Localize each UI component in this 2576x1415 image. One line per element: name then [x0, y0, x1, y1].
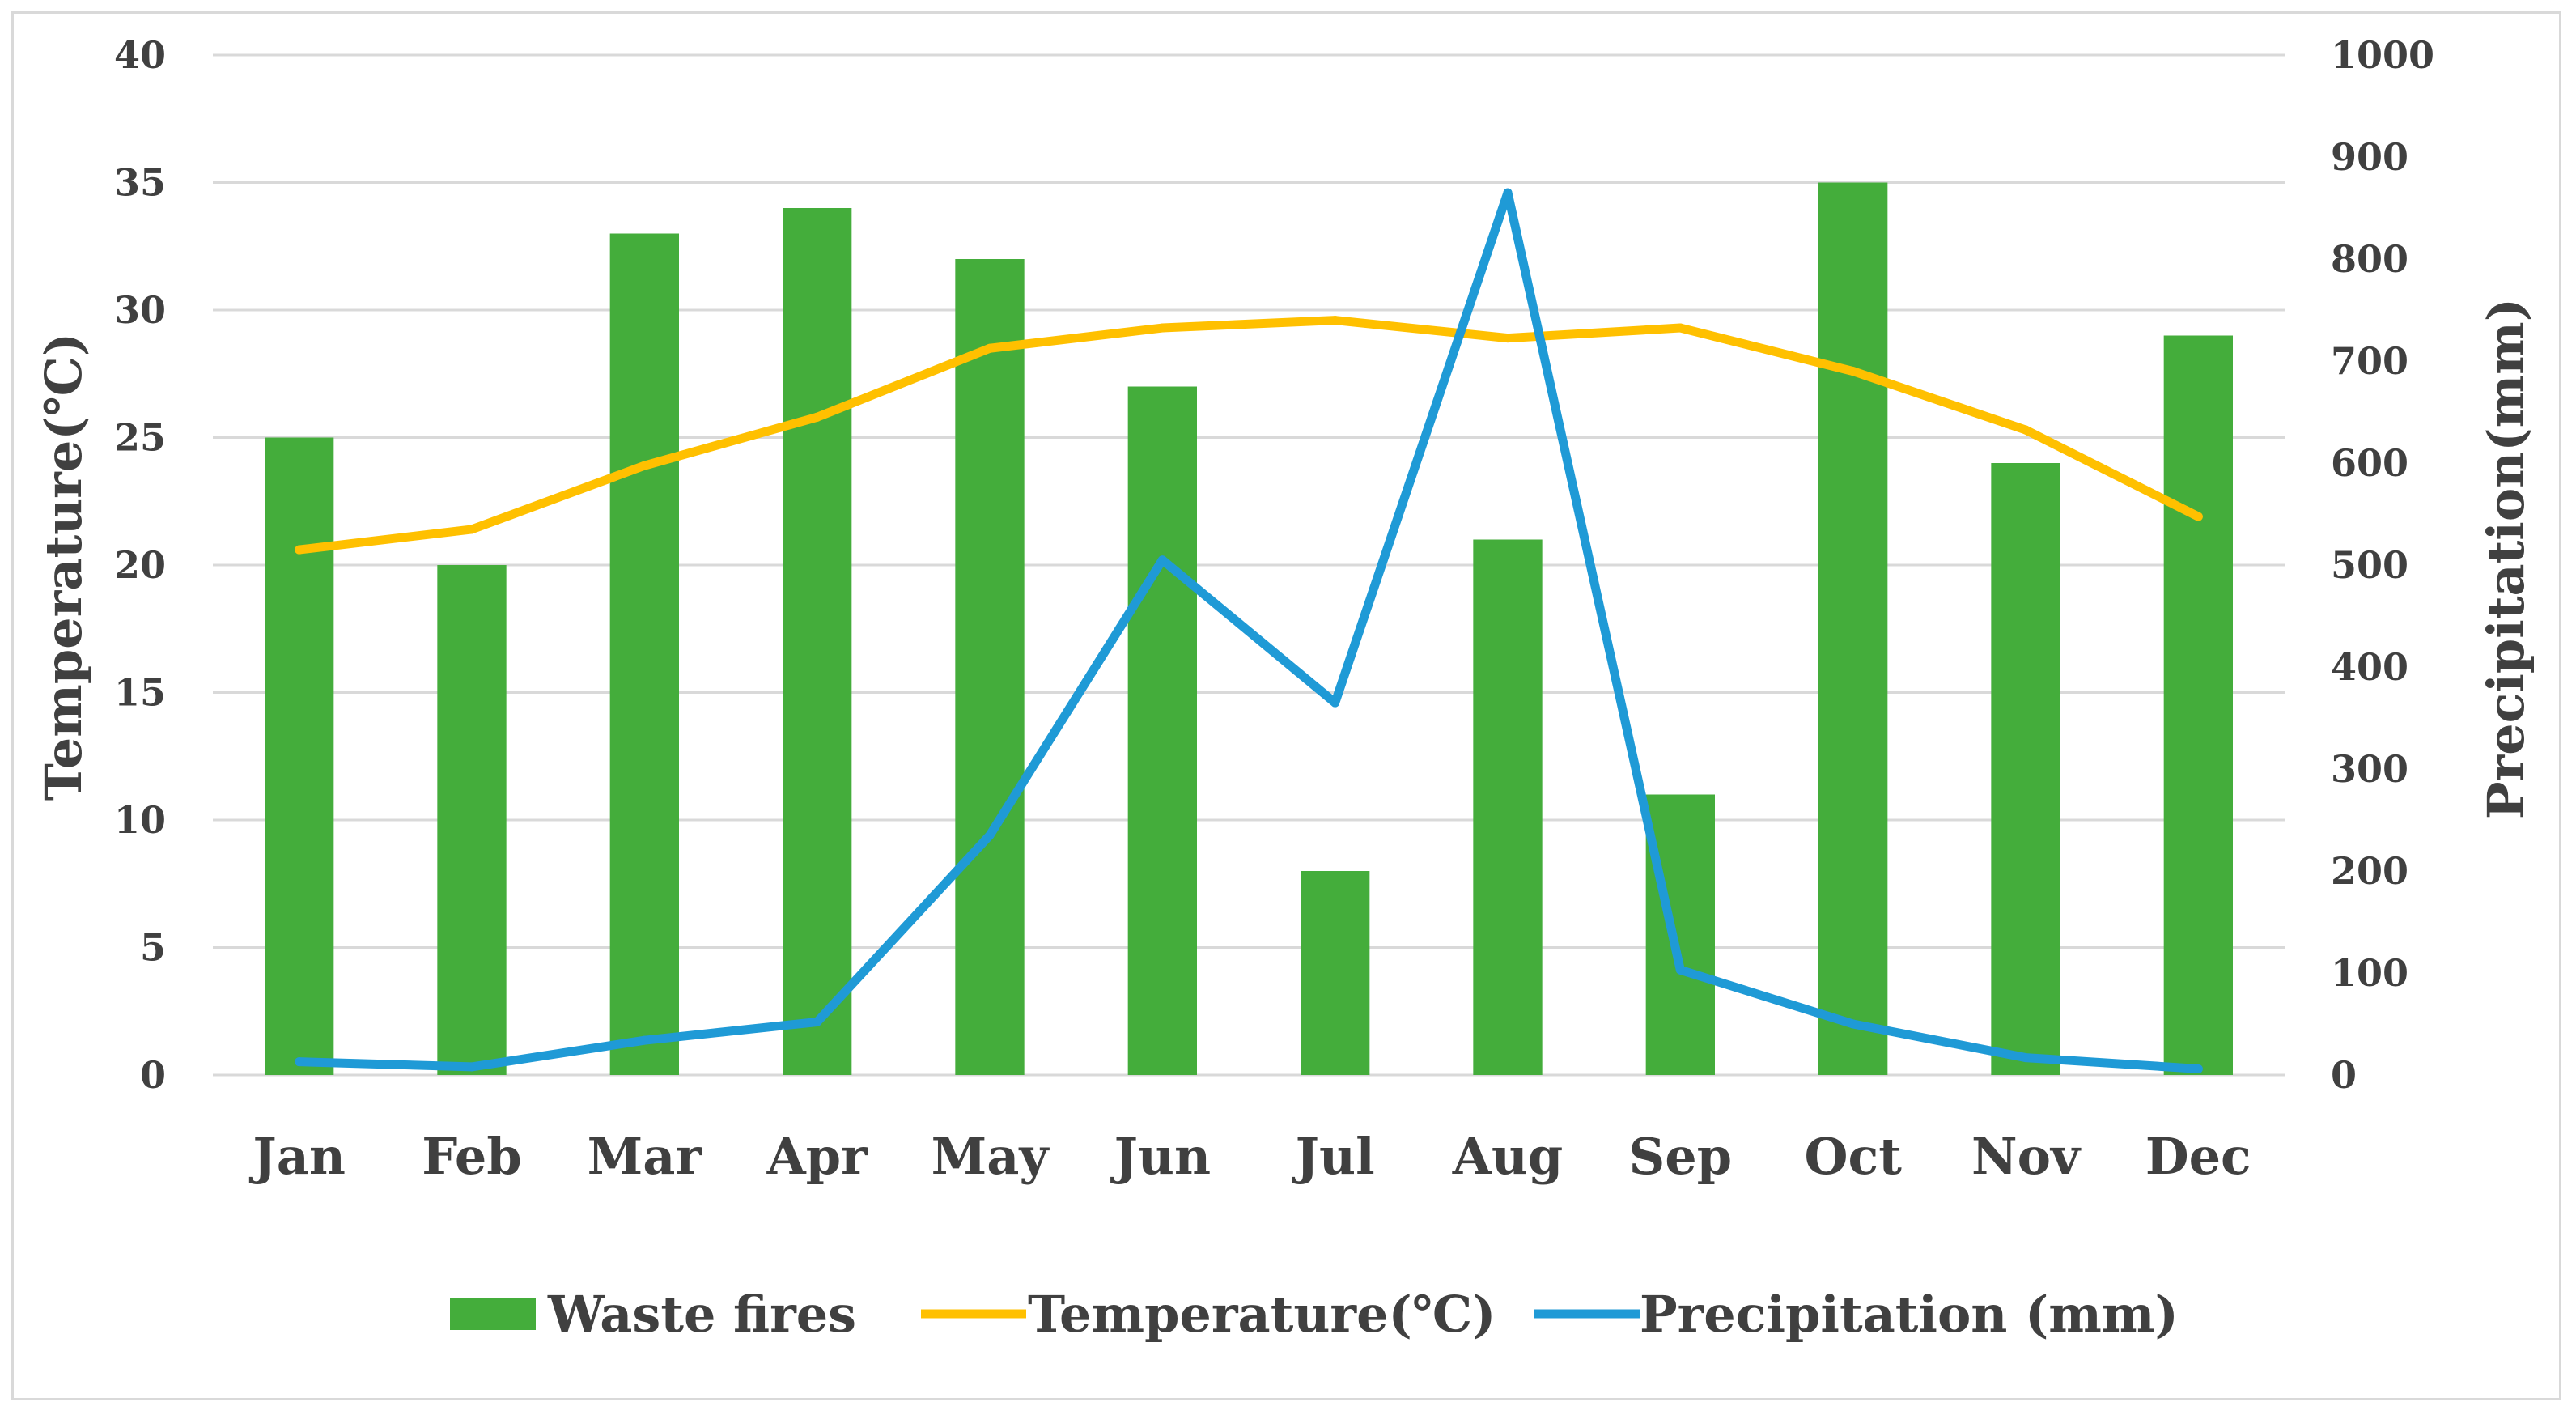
left-axis-tick-label: 40 [114, 33, 166, 77]
temperature-point-feb [467, 525, 477, 534]
bar-mar [609, 233, 679, 1075]
right-axis-ticks: 0 100 200 300 400 500 600 700 800 900 1000 [2331, 33, 2434, 1097]
precipitation-point-feb [467, 1062, 477, 1072]
precipitation-point-dec [2193, 1064, 2203, 1073]
chart-frame [11, 11, 2561, 1400]
legend-label-waste-fires: Waste fires [547, 1285, 856, 1344]
left-axis-ticks: 0 5 10 15 20 25 30 35 40 [114, 33, 166, 1097]
left-axis-tick-label: 15 [114, 671, 166, 715]
temperature-point-nov [2021, 425, 2031, 435]
category-label-dec: Dec [2145, 1127, 2251, 1186]
bar-dec [2163, 335, 2233, 1075]
precipitation-point-sep [1675, 965, 1685, 975]
temperature-point-dec [2193, 512, 2203, 521]
category-label-feb: Feb [422, 1127, 521, 1186]
bar-jun [1127, 386, 1197, 1075]
category-label-sep: Sep [1629, 1127, 1733, 1186]
category-label-aug: Aug [1452, 1127, 1564, 1186]
right-axis-tick-label: 400 [2331, 645, 2408, 689]
bar-aug [1473, 539, 1543, 1075]
precipitation-point-oct [1848, 1019, 1858, 1029]
left-axis-tick-label: 20 [114, 543, 166, 587]
left-axis-tick-label: 10 [114, 798, 166, 842]
category-axis-labels: Jan Feb Mar Apr May Jun Jul Aug Sep Oct Nov Dec [248, 1127, 2251, 1186]
bar-may [955, 259, 1025, 1075]
temperature-point-sep [1675, 323, 1685, 333]
precipitation-point-jun [1157, 555, 1167, 565]
right-axis-tick-label: 500 [2331, 543, 2408, 587]
right-axis-tick-label: 900 [2331, 135, 2408, 179]
category-label-jan: Jan [248, 1127, 346, 1186]
precipitation-point-mar [639, 1035, 649, 1045]
temperature-point-apr [813, 412, 822, 422]
temperature-point-may [985, 343, 995, 353]
temperature-point-oct [1848, 367, 1858, 376]
precipitation-point-aug [1503, 188, 1513, 198]
temperature-point-jun [1157, 323, 1167, 333]
right-axis-tick-label: 200 [2331, 849, 2408, 893]
right-axis-tick-label: 1000 [2331, 33, 2434, 77]
temperature-point-aug [1503, 334, 1513, 343]
temperature-point-jan [295, 545, 304, 555]
precipitation-line [295, 188, 2203, 1073]
category-label-apr: Apr [766, 1127, 868, 1186]
precipitation-point-may [985, 831, 995, 840]
category-label-mar: Mar [588, 1127, 703, 1186]
bar-series-waste-fires [265, 182, 2233, 1075]
bar-nov [1991, 463, 2060, 1075]
category-label-nov: Nov [1971, 1127, 2082, 1186]
left-axis-tick-label: 0 [140, 1053, 166, 1097]
left-axis-tick-label: 30 [114, 288, 166, 332]
bar-oct [1818, 182, 1888, 1075]
right-axis-tick-label: 600 [2331, 441, 2408, 485]
right-axis-tick-label: 300 [2331, 747, 2408, 791]
right-axis-title: Precipitation(mm) [2476, 298, 2536, 819]
temperature-line [295, 316, 2203, 555]
bar-jul [1301, 871, 1370, 1075]
legend-label-temperature: Temperature(℃) [1028, 1285, 1496, 1344]
legend-swatch-waste-fires [450, 1298, 536, 1330]
right-axis-tick-label: 800 [2331, 237, 2408, 281]
category-label-jul: Jul [1292, 1127, 1375, 1186]
gridlines [213, 53, 2285, 1077]
bar-feb [437, 565, 507, 1075]
bar-apr [783, 208, 852, 1075]
legend: Waste fires Temperature(℃) Precipitation… [450, 1285, 2179, 1344]
left-axis-tick-label: 25 [114, 416, 166, 460]
category-label-jun: Jun [1110, 1127, 1212, 1186]
precipitation-point-jul [1330, 698, 1340, 708]
legend-label-precipitation: Precipitation (mm) [1640, 1285, 2179, 1344]
bar-sep [1645, 794, 1715, 1075]
category-label-may: May [932, 1127, 1050, 1186]
precipitation-point-jan [295, 1057, 304, 1067]
right-axis-tick-label: 0 [2331, 1053, 2357, 1097]
left-axis-title: Temperature(℃) [34, 333, 93, 801]
bar-jan [265, 437, 334, 1075]
left-axis-tick-label: 35 [114, 161, 166, 205]
right-axis-tick-label: 100 [2331, 951, 2408, 995]
category-label-oct: Oct [1804, 1127, 1902, 1186]
left-axis-tick-label: 5 [140, 926, 166, 970]
line-series [295, 188, 2203, 1073]
right-axis-tick-label: 700 [2331, 339, 2408, 383]
precipitation-point-nov [2021, 1053, 2031, 1063]
temperature-point-jul [1330, 316, 1340, 325]
temperature-point-mar [639, 461, 649, 470]
precipitation-point-apr [813, 1017, 822, 1026]
